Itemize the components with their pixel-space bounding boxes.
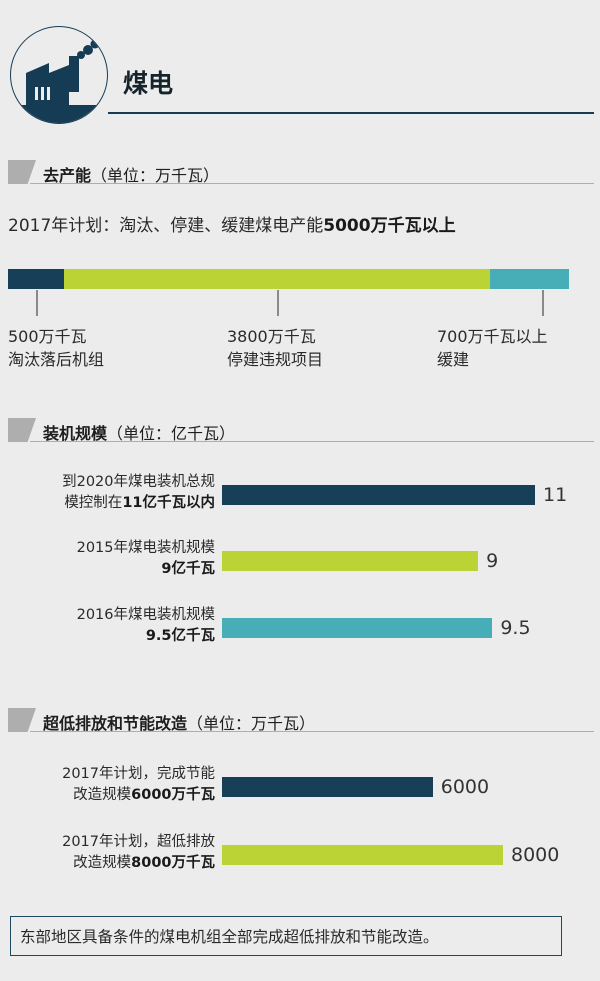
bar-2015	[222, 551, 479, 571]
footer-note: 东部地区具备条件的煤电机组全部完成超低排放和节能改造。	[20, 928, 439, 946]
stacked-bar	[8, 269, 569, 289]
stack-label-postpone: 700万千瓦以上 缓建	[437, 327, 548, 369]
section-title: 超低排放和节能改造	[43, 714, 188, 733]
factory-icon	[17, 39, 103, 123]
stack-segment-eliminate	[8, 269, 65, 289]
bar-2020-target	[222, 485, 535, 505]
section-banner-capacity-cut: 去产能（单位：万千瓦）	[8, 160, 594, 185]
section-unit: （单位：万千瓦）	[187, 714, 316, 733]
bar-value: 9.5	[500, 617, 531, 639]
bar-energy-saving	[222, 777, 433, 797]
tick-mark	[36, 290, 38, 316]
bar-value: 11	[543, 484, 568, 506]
tick-mark	[277, 290, 279, 316]
header-rule	[108, 112, 594, 114]
stack-segment-postpone	[490, 269, 569, 289]
section-unit: （单位：亿千瓦）	[107, 424, 236, 443]
page-title: 煤电	[123, 69, 174, 98]
bar-ultra-low-emission	[222, 845, 503, 865]
bar-label: 2015年煤电装机规模 9亿千瓦	[76, 540, 215, 577]
section-unit: （单位：万千瓦）	[91, 166, 220, 185]
bar-value: 8000	[511, 844, 560, 866]
bar-value: 6000	[440, 776, 490, 798]
bar-label: 2016年煤电装机规模 9.5亿千瓦	[76, 607, 215, 644]
section-title: 装机规模	[43, 424, 108, 443]
stack-label-eliminate: 500万千瓦 淘汰落后机组	[8, 327, 105, 369]
tick-mark	[542, 290, 544, 316]
header-icon-circle	[10, 26, 108, 124]
section-banner-retrofit: 超低排放和节能改造（单位：万千瓦）	[8, 708, 594, 733]
plan-text: 2017年计划：淘汰、停建、缓建煤电产能5000万千瓦以上	[8, 216, 456, 236]
section-banner-installed: 装机规模（单位：亿千瓦）	[8, 418, 594, 443]
section-title: 去产能	[43, 166, 92, 185]
bar-2016	[222, 618, 493, 638]
stack-segment-halt	[64, 269, 491, 289]
bar-label: 2017年计划，超低排放 改造规模8000万千瓦	[62, 834, 215, 871]
bar-label: 2017年计划，完成节能 改造规模6000万千瓦	[62, 766, 215, 803]
footer-note-box	[10, 916, 562, 956]
bar-value: 9	[486, 550, 499, 572]
stack-label-halt: 3800万千瓦 停建违规项目	[227, 327, 324, 369]
bar-label: 到2020年煤电装机总规 模控制在11亿千瓦以内	[62, 474, 215, 511]
